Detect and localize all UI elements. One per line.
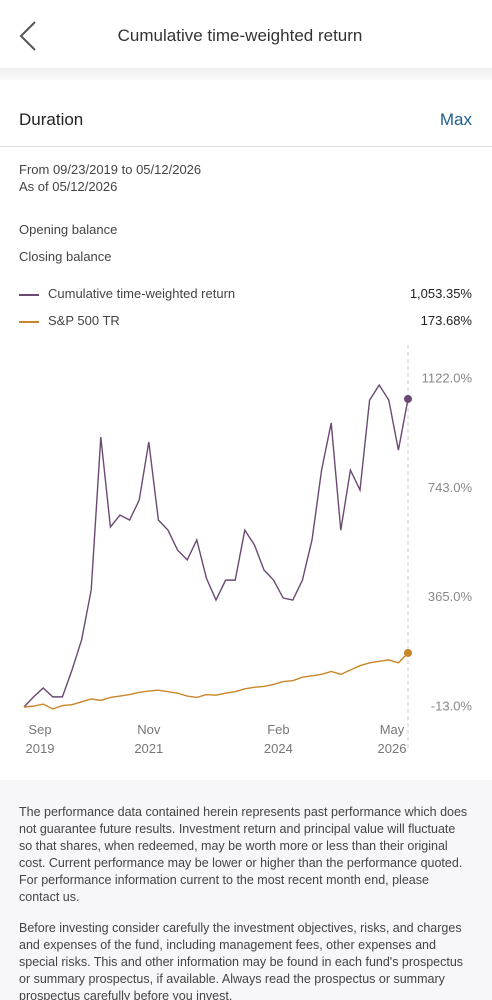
- page-title: Cumulative time-weighted return: [117, 26, 363, 45]
- legend-label: S&P 500 TR: [48, 313, 120, 328]
- legend-swatch: [19, 321, 39, 323]
- date-range: From 09/23/2019 to 05/12/2026: [19, 162, 202, 177]
- as-of: As of 05/12/2026: [19, 179, 118, 194]
- disclaimer-paragraph: The performance data contained herein re…: [19, 805, 468, 904]
- separator: [0, 68, 492, 80]
- duration-label: Duration: [19, 110, 84, 129]
- x-tick-label: Nov 2021: [134, 722, 164, 756]
- back-button[interactable]: [18, 20, 40, 52]
- series-line: [23, 652, 409, 710]
- disclaimer: The performance data contained herein re…: [0, 780, 492, 1000]
- chart: -13.0% 365.0% 743.0% 1122.0% Sep 2019 Nov 20…: [0, 340, 492, 780]
- duration-value[interactable]: Max: [439, 110, 472, 129]
- end-point: [404, 648, 412, 657]
- closing-balance: Closing balance: [19, 249, 112, 264]
- legend-value: 173.68%: [420, 313, 472, 328]
- x-tick-label: Sep 2019: [25, 722, 55, 756]
- x-tick-label: Feb 2024: [263, 722, 293, 756]
- legend-swatch: [19, 294, 39, 296]
- y-tick-label: -13.0%: [431, 698, 473, 713]
- legend-value: 1,053.35%: [409, 286, 472, 301]
- y-tick-label: 365.0%: [428, 589, 473, 604]
- end-point: [404, 394, 412, 403]
- chart-svg: -13.0% 365.0% 743.0% 1122.0%: [23, 345, 473, 750]
- divider: [0, 146, 492, 147]
- x-tick-label: May 2026: [377, 722, 407, 756]
- legend-label: Cumulative time-weighted return: [48, 286, 236, 301]
- disclaimer-paragraph: Before investing consider carefully the …: [19, 921, 464, 1000]
- y-tick-label: 743.0%: [428, 480, 473, 495]
- spacer: [0, 780, 492, 804]
- y-tick-label: 1122.0%: [422, 370, 473, 385]
- series-line: [23, 383, 409, 708]
- opening-balance: Opening balance: [19, 222, 118, 237]
